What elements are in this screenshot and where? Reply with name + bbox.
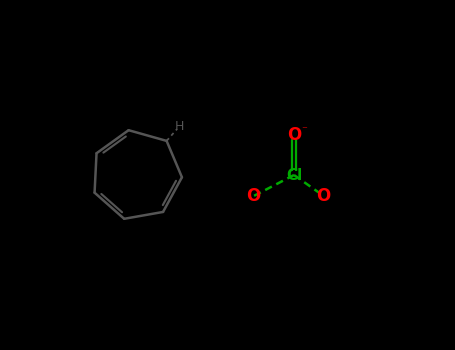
Text: O: O — [317, 187, 331, 205]
Text: H: H — [175, 120, 184, 133]
Text: Cl: Cl — [286, 168, 302, 182]
Text: O: O — [287, 126, 301, 144]
Text: ⁻: ⁻ — [302, 126, 308, 135]
Text: O: O — [247, 187, 261, 205]
